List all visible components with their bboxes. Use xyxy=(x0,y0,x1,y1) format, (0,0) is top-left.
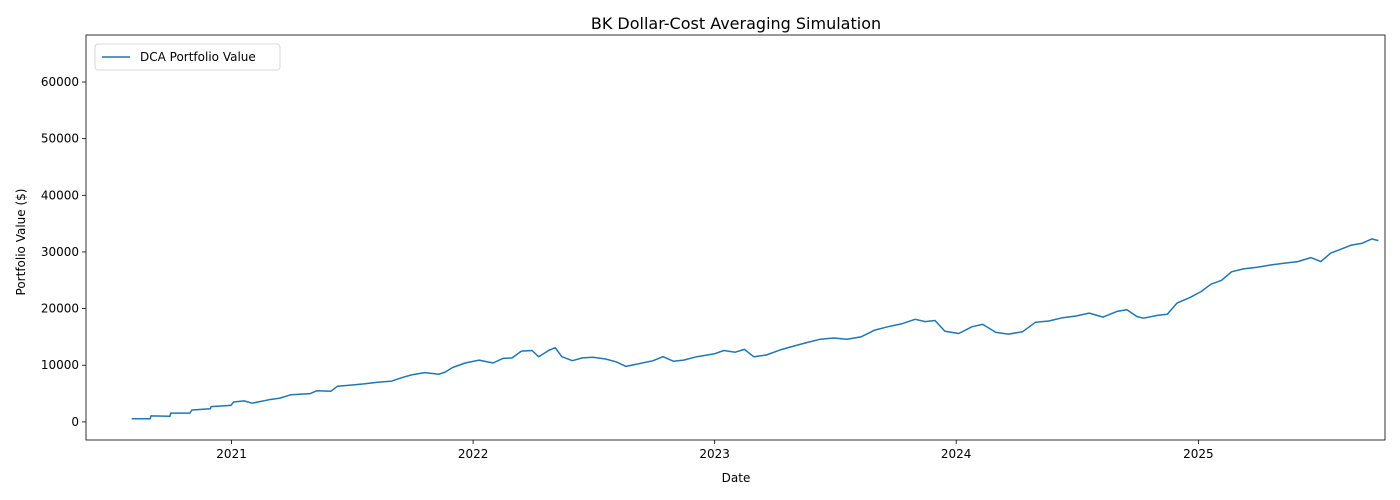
y-tick-label: 10000 xyxy=(41,358,79,372)
legend: DCA Portfolio Value xyxy=(94,43,281,71)
legend-label: DCA Portfolio Value xyxy=(140,50,256,64)
y-tick-label: 20000 xyxy=(41,302,79,316)
y-tick-label: 0 xyxy=(71,415,79,429)
x-tick-label: 2021 xyxy=(216,447,247,461)
x-tick-label: 2022 xyxy=(458,447,489,461)
x-axis: 2021 2022 2023 2024 2025 xyxy=(216,440,1214,461)
plot-frame xyxy=(85,34,1386,441)
plot-area xyxy=(85,34,1386,441)
y-axis-title: Portfolio Value ($) xyxy=(14,189,28,296)
y-tick-label: 60000 xyxy=(41,75,79,89)
y-tick-label: 50000 xyxy=(41,132,79,146)
x-tick-label: 2023 xyxy=(699,447,730,461)
y-axis: 0 10000 20000 30000 40000 50000 60000 xyxy=(41,75,86,429)
chart-title: BK Dollar-Cost Averaging Simulation xyxy=(591,14,881,33)
y-tick-label: 30000 xyxy=(41,245,79,259)
series-line-dca-portfolio-value xyxy=(131,238,1379,420)
x-tick-label: 2024 xyxy=(941,447,972,461)
y-tick-label: 40000 xyxy=(41,188,79,202)
legend-box xyxy=(94,43,281,71)
x-tick-label: 2025 xyxy=(1183,447,1214,461)
x-axis-title: Date xyxy=(722,471,751,485)
